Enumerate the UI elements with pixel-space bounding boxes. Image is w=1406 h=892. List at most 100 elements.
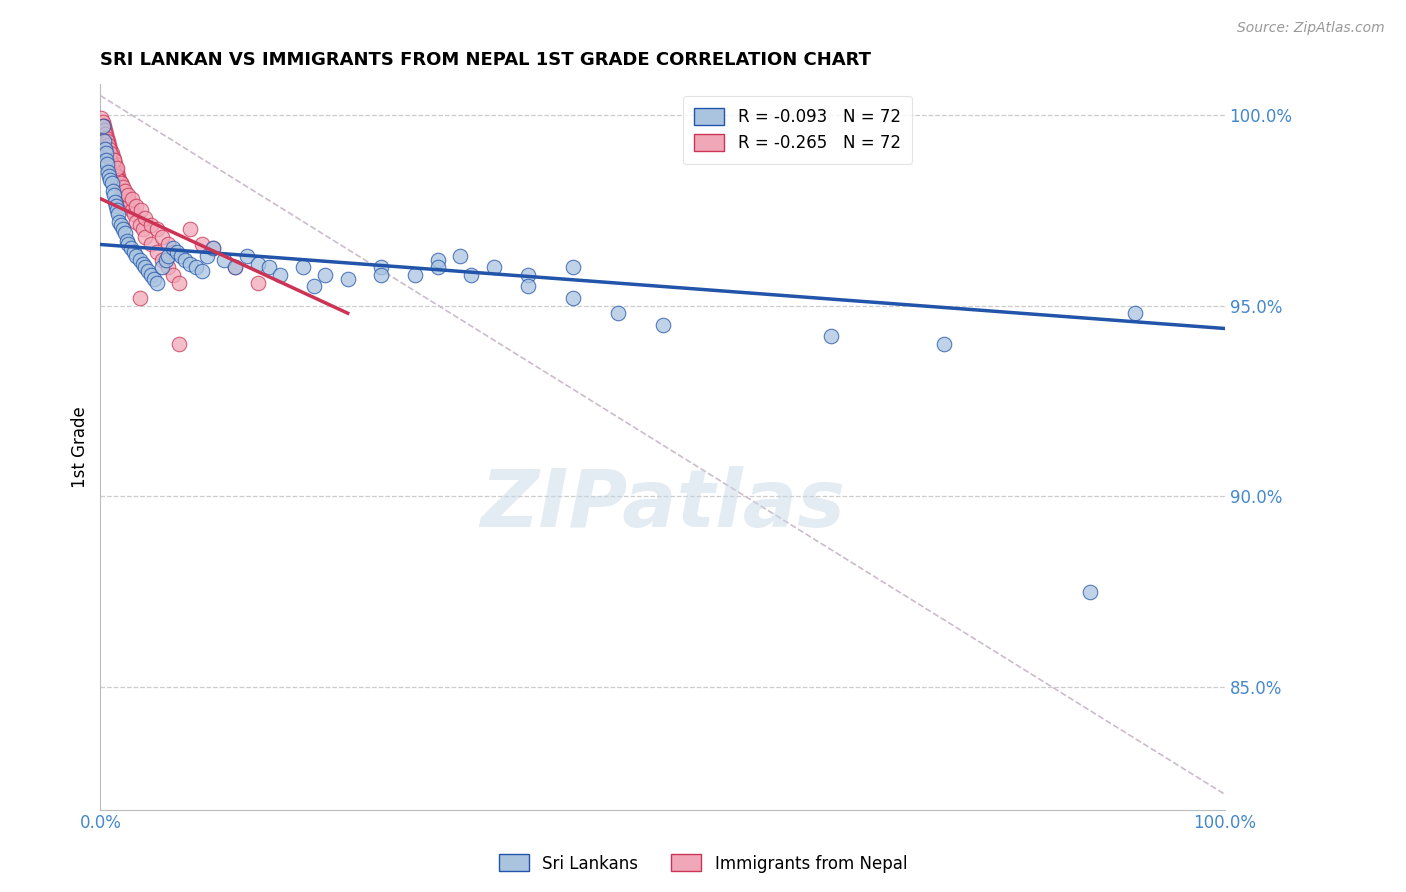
Point (108, 214, 131, 228)
Point (100, 153, 122, 168)
Point (98, 142, 121, 156)
Point (179, 256, 201, 270)
Point (606, 306, 628, 320)
Point (201, 241, 224, 255)
Point (1078, 585, 1101, 599)
Point (125, 249, 148, 263)
Point (179, 222, 201, 236)
Point (100, 177, 122, 191)
Point (97, 138, 120, 153)
Point (103, 187, 125, 202)
Point (97, 165, 120, 179)
Point (111, 180, 134, 194)
Point (269, 268, 291, 282)
Point (516, 268, 538, 282)
Point (167, 336, 190, 351)
Point (121, 203, 143, 218)
Point (105, 169, 128, 183)
Point (224, 260, 246, 275)
Point (100, 172, 122, 186)
Point (111, 184, 134, 198)
Point (107, 207, 129, 221)
Point (314, 268, 336, 282)
Point (145, 276, 167, 290)
Point (184, 260, 207, 275)
Point (156, 237, 179, 252)
Point (139, 219, 162, 233)
Point (93, 135, 115, 149)
Text: SRI LANKAN VS IMMIGRANTS FROM NEPAL 1ST GRADE CORRELATION CHART: SRI LANKAN VS IMMIGRANTS FROM NEPAL 1ST … (100, 51, 872, 69)
Point (128, 252, 150, 267)
Point (101, 184, 124, 198)
Point (110, 177, 132, 191)
Point (100, 157, 122, 171)
Point (460, 268, 482, 282)
Point (150, 252, 173, 267)
Point (114, 184, 136, 198)
Point (105, 161, 128, 175)
Point (134, 260, 156, 275)
Point (370, 268, 392, 282)
Point (166, 245, 188, 260)
Point (302, 279, 325, 293)
Point (91, 119, 114, 133)
Point (114, 226, 136, 240)
Point (162, 268, 184, 282)
Point (122, 245, 145, 260)
Point (201, 241, 224, 255)
Point (105, 199, 128, 213)
Point (94, 142, 117, 156)
Point (125, 199, 148, 213)
Point (257, 260, 280, 275)
Point (120, 241, 142, 255)
Point (117, 187, 139, 202)
Point (156, 249, 179, 263)
Point (104, 157, 127, 171)
Point (145, 222, 167, 236)
Point (94, 153, 117, 168)
Point (561, 291, 583, 305)
Point (145, 245, 167, 260)
Text: Source: ZipAtlas.com: Source: ZipAtlas.com (1237, 21, 1385, 35)
Text: ZIPatlas: ZIPatlas (479, 466, 845, 544)
Point (246, 276, 269, 290)
Point (94, 127, 117, 141)
Point (122, 207, 145, 221)
Point (117, 192, 139, 206)
Point (150, 230, 173, 244)
Point (1123, 306, 1146, 320)
Point (128, 219, 150, 233)
Point (108, 172, 131, 186)
Point (155, 252, 177, 267)
Point (105, 161, 128, 175)
Point (516, 279, 538, 293)
Point (94, 127, 117, 141)
Point (482, 260, 505, 275)
Point (107, 169, 129, 183)
Point (94, 145, 117, 160)
Point (132, 256, 155, 270)
Point (100, 145, 122, 160)
Point (91, 115, 114, 129)
Point (94, 130, 117, 145)
Point (246, 256, 269, 270)
Point (110, 177, 132, 191)
Point (235, 249, 257, 263)
Point (103, 153, 125, 168)
Point (118, 195, 141, 210)
Point (134, 211, 156, 225)
Point (651, 318, 673, 332)
Point (105, 165, 128, 179)
Point (111, 180, 134, 194)
Legend: Sri Lankans, Immigrants from Nepal: Sri Lankans, Immigrants from Nepal (492, 847, 914, 880)
Point (190, 237, 212, 252)
Point (173, 252, 195, 267)
Point (190, 264, 212, 278)
Point (291, 260, 314, 275)
Point (110, 219, 132, 233)
Point (96, 130, 118, 145)
Point (426, 252, 449, 267)
Point (103, 153, 125, 168)
Point (98, 138, 121, 153)
Point (150, 260, 173, 275)
